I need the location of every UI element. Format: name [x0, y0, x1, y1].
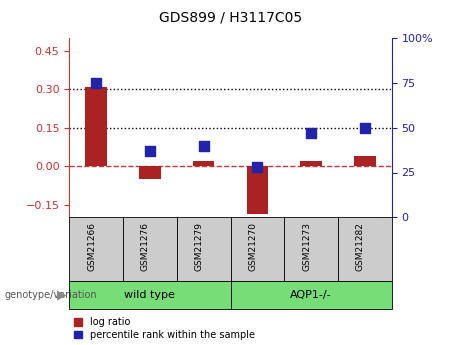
Text: GSM21276: GSM21276: [141, 222, 150, 271]
Text: AQP1-/-: AQP1-/-: [290, 290, 332, 300]
Text: genotype/variation: genotype/variation: [5, 290, 97, 300]
Bar: [230, 217, 284, 281]
Text: GSM21273: GSM21273: [302, 222, 311, 271]
Text: GSM21282: GSM21282: [356, 222, 365, 271]
Text: GSM21266: GSM21266: [87, 222, 96, 271]
Text: GSM21270: GSM21270: [248, 222, 257, 271]
Text: GSM21279: GSM21279: [195, 222, 204, 271]
Point: [307, 130, 315, 136]
Point: [361, 125, 369, 130]
Bar: [284, 217, 338, 281]
Bar: [247, 166, 268, 214]
Bar: [193, 161, 214, 166]
Bar: [139, 166, 160, 179]
Point: [92, 80, 100, 86]
Bar: [69, 217, 123, 281]
Point: [146, 148, 154, 154]
Bar: [123, 217, 177, 281]
Legend: log ratio, percentile rank within the sample: log ratio, percentile rank within the sa…: [74, 317, 254, 340]
Bar: [230, 281, 392, 309]
Bar: [85, 87, 107, 166]
Text: GDS899 / H3117C05: GDS899 / H3117C05: [159, 10, 302, 24]
Bar: [69, 281, 230, 309]
Bar: [338, 217, 392, 281]
Bar: [177, 217, 230, 281]
Point: [254, 164, 261, 170]
Text: ▶: ▶: [58, 288, 67, 302]
Text: wild type: wild type: [124, 290, 175, 300]
Point: [200, 143, 207, 148]
Bar: [354, 156, 376, 166]
Bar: [301, 161, 322, 166]
